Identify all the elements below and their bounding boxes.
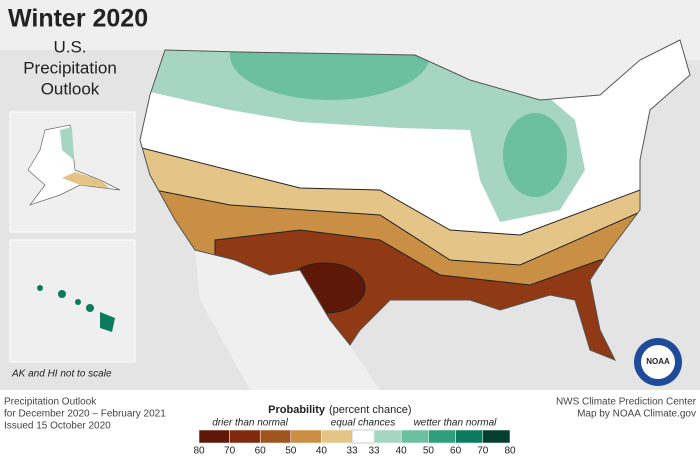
alaska-wetter xyxy=(60,127,74,160)
legend-tick: 70 xyxy=(477,446,489,457)
credit: NWS Climate Prediction Center xyxy=(556,397,697,408)
legend-equal: equal chances xyxy=(331,418,396,429)
legend-swatch xyxy=(482,429,511,444)
legend-swatch xyxy=(259,429,292,444)
legend-tick: 50 xyxy=(285,446,297,457)
legend-swatch xyxy=(373,429,402,444)
legend-tick: 40 xyxy=(396,446,408,457)
region-wetter-40 xyxy=(503,113,567,197)
issue-info: Issued 15 October 2020 xyxy=(4,421,111,432)
canada xyxy=(0,0,700,100)
subtitle: Outlook xyxy=(41,79,100,98)
hawaii xyxy=(37,285,115,332)
legend-title-note: (percent chance) xyxy=(329,404,412,416)
mexico xyxy=(195,250,380,390)
legend-tick: 70 xyxy=(224,446,236,457)
legend-tick: 80 xyxy=(504,446,516,457)
legend: 80 70 60 50 40 33 33 40 50 60 70 80 xyxy=(193,429,516,457)
legend-swatch xyxy=(321,429,353,444)
legend-tick: 60 xyxy=(450,446,462,457)
legend-swatch-equal xyxy=(351,429,375,444)
legend-tick: 50 xyxy=(423,446,435,457)
legend-swatch xyxy=(229,429,261,444)
subtitle: U.S. xyxy=(53,37,86,56)
credit: Map by NOAA Climate.gov xyxy=(577,409,696,420)
legend-tick: 40 xyxy=(316,446,328,457)
noaa-logo-inner xyxy=(641,345,675,379)
legend-swatch xyxy=(400,429,429,444)
legend-drier: drier than normal xyxy=(212,418,288,429)
legend-tick: 33 xyxy=(368,446,380,457)
issue-info: Precipitation Outlook xyxy=(4,397,97,408)
inset-note: AK and HI not to scale xyxy=(11,369,112,380)
legend-title: Probability xyxy=(268,404,326,416)
issue-info: for December 2020 – February 2021 xyxy=(4,409,166,420)
us-outline xyxy=(139,39,691,361)
legend-wetter: wetter than normal xyxy=(414,418,498,429)
legend-swatch xyxy=(455,429,484,444)
legend-tick: 80 xyxy=(193,446,205,457)
legend-tick: 60 xyxy=(255,446,267,457)
noaa-logo-text: NOAA xyxy=(646,357,670,366)
hawaii-inset xyxy=(9,239,136,363)
legend-swatch xyxy=(290,429,322,444)
legend-tick: 33 xyxy=(346,446,358,457)
legend-swatch xyxy=(428,429,456,444)
footer xyxy=(0,390,700,460)
subtitle: Precipitation xyxy=(23,58,117,77)
title: Winter 2020 xyxy=(8,5,148,33)
region-wetter-40 xyxy=(230,40,430,100)
alaska-drier xyxy=(62,172,110,188)
legend-swatch xyxy=(198,429,230,444)
